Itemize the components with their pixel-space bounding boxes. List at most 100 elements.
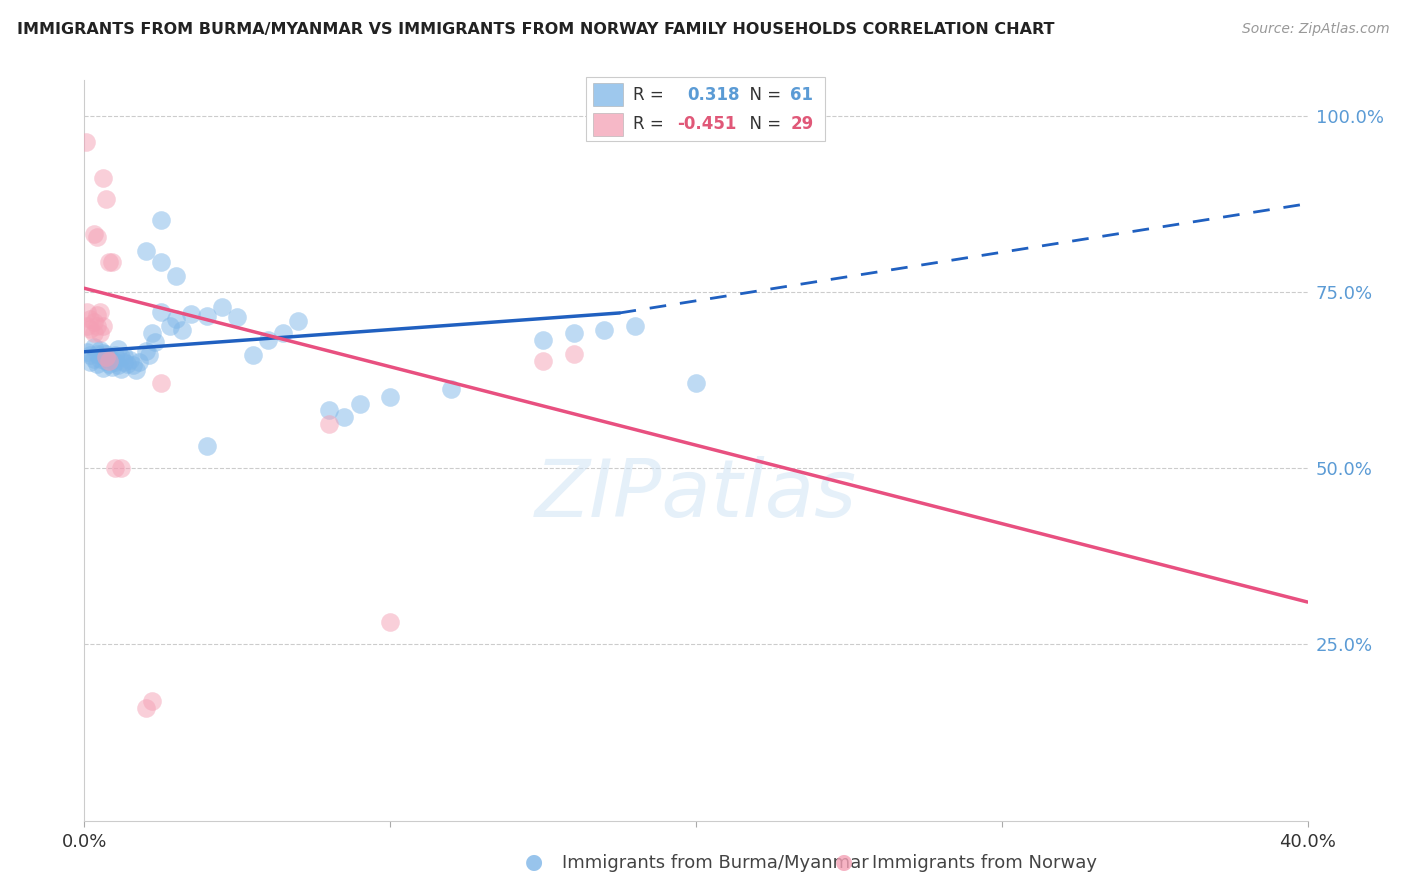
Point (318, 403, 340, 417)
Point (94, 347, 117, 361)
Point (141, 326, 163, 341)
Point (531, 334, 554, 348)
Point (79, 355, 101, 369)
Point (593, 323, 616, 337)
Point (112, 354, 135, 368)
Text: R =: R = (633, 86, 673, 103)
Point (380, 615, 402, 629)
Point (333, 410, 356, 425)
Point (135, 344, 157, 359)
Point (159, 318, 181, 333)
Point (149, 255, 172, 269)
Point (149, 376, 172, 391)
Point (86, 357, 108, 371)
Text: 61: 61 (790, 86, 813, 103)
FancyBboxPatch shape (593, 83, 623, 106)
Point (318, 417, 340, 432)
Point (86, 318, 108, 333)
Point (110, 461, 132, 475)
Point (89, 351, 111, 366)
Point (97, 351, 120, 365)
Point (112, 349, 135, 363)
Point (271, 326, 294, 341)
Point (125, 363, 148, 377)
Point (104, 347, 127, 361)
Text: Immigrants from Burma/Myanmar: Immigrants from Burma/Myanmar (562, 855, 869, 872)
Text: IMMIGRANTS FROM BURMA/MYANMAR VS IMMIGRANTS FROM NORWAY FAMILY HOUSEHOLDS CORREL: IMMIGRANTS FROM BURMA/MYANMAR VS IMMIGRA… (17, 22, 1054, 37)
Point (110, 351, 132, 365)
Point (83, 351, 105, 366)
Point (75, 136, 97, 150)
FancyBboxPatch shape (593, 112, 623, 136)
Point (79, 311, 101, 326)
Point (97, 354, 120, 368)
Point (349, 397, 371, 411)
Text: N =: N = (738, 115, 786, 133)
Point (94, 350, 117, 364)
Point (101, 255, 124, 269)
Point (149, 304, 172, 318)
Point (79, 348, 101, 362)
Point (149, 213, 172, 227)
Point (531, 354, 554, 368)
Point (115, 357, 138, 371)
Point (91, 170, 114, 185)
Point (287, 314, 309, 328)
Point (562, 326, 585, 340)
Point (86, 229, 108, 244)
Point (104, 461, 127, 475)
Point (91, 361, 114, 376)
Point (91, 346, 114, 360)
Text: N =: N = (738, 86, 786, 103)
Point (180, 307, 202, 321)
Point (83, 340, 105, 354)
Text: -0.451: -0.451 (678, 115, 737, 133)
Point (211, 301, 233, 315)
Point (226, 310, 249, 325)
Text: 29: 29 (790, 115, 814, 133)
Point (101, 353, 124, 368)
Text: ZIPatlas: ZIPatlas (534, 456, 858, 534)
Point (110, 361, 132, 376)
Point (165, 311, 187, 326)
Point (242, 347, 264, 361)
Point (104, 354, 127, 368)
Point (94, 354, 117, 368)
Point (86, 308, 108, 322)
Point (120, 352, 142, 367)
Point (79, 322, 101, 336)
Point (89, 343, 111, 357)
Point (107, 342, 129, 356)
Point (624, 319, 647, 334)
Point (91, 318, 114, 333)
Point (83, 315, 105, 329)
Point (172, 323, 194, 337)
Point (143, 334, 166, 349)
Point (83, 326, 105, 340)
Point (89, 305, 111, 319)
Point (76, 344, 98, 359)
Point (135, 244, 157, 258)
Point (107, 358, 129, 372)
Point (128, 354, 150, 368)
Text: Source: ZipAtlas.com: Source: ZipAtlas.com (1241, 22, 1389, 37)
Point (195, 438, 218, 452)
Point (97, 358, 120, 372)
Point (101, 360, 124, 375)
Point (122, 358, 145, 372)
Point (380, 390, 402, 404)
Point (685, 376, 707, 390)
Point (141, 694, 163, 708)
Point (76, 318, 98, 333)
Point (165, 269, 187, 284)
Text: ●: ● (835, 853, 852, 872)
Point (440, 382, 463, 396)
FancyBboxPatch shape (586, 77, 824, 141)
Point (86, 347, 108, 361)
Point (135, 701, 157, 715)
Point (257, 334, 280, 348)
Point (562, 347, 585, 361)
Text: R =: R = (633, 115, 669, 133)
Text: 0.318: 0.318 (688, 86, 740, 103)
Point (195, 309, 218, 323)
